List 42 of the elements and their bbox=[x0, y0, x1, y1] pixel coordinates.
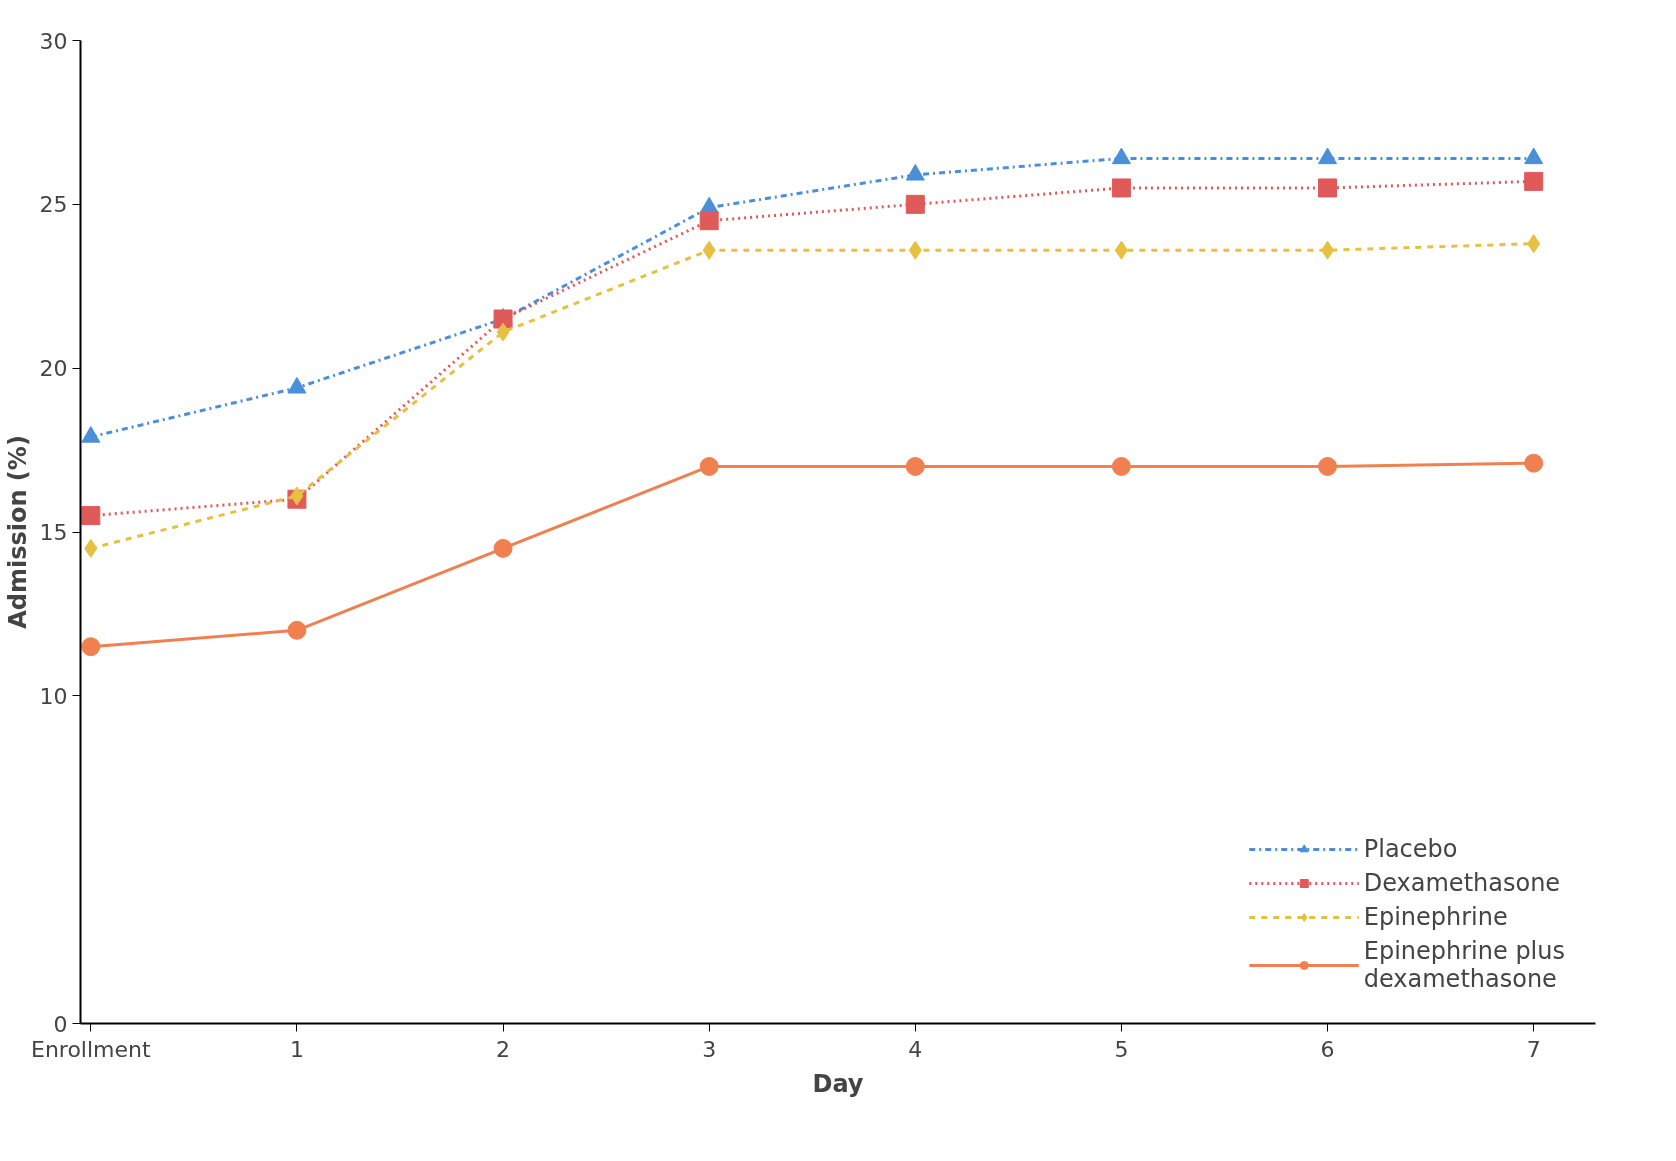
y-tick-label: 20 bbox=[39, 356, 68, 382]
point bbox=[81, 506, 101, 526]
point bbox=[1527, 234, 1541, 254]
point bbox=[1114, 240, 1128, 260]
x-tick-label: 7 bbox=[1526, 1036, 1541, 1062]
legend-label: Epinephrine bbox=[1363, 903, 1508, 931]
point bbox=[1318, 456, 1338, 476]
y-tick-label: 0 bbox=[53, 1011, 68, 1037]
y-tick-label: 30 bbox=[39, 28, 68, 54]
y-tick-label: 10 bbox=[39, 683, 68, 709]
legend-label: Dexamethasone bbox=[1363, 869, 1561, 897]
point bbox=[699, 456, 719, 476]
x-axis-title: Day bbox=[812, 1069, 864, 1098]
point bbox=[1524, 171, 1544, 191]
point bbox=[908, 240, 922, 260]
x-tick-label: 2 bbox=[496, 1036, 511, 1062]
legend-label: Epinephrine plus dexamethasone bbox=[1363, 937, 1565, 993]
point bbox=[1111, 178, 1131, 198]
point bbox=[702, 240, 716, 260]
y-axis-title: Admission (%) bbox=[3, 435, 32, 629]
x-tick-label: 5 bbox=[1114, 1036, 1129, 1062]
point bbox=[1321, 240, 1335, 260]
point bbox=[1524, 453, 1544, 473]
y-tick-label: 25 bbox=[39, 192, 68, 218]
legend-label: Placebo bbox=[1363, 835, 1458, 863]
x-tick-label: 3 bbox=[702, 1036, 717, 1062]
x-tick-label: Enrollment bbox=[30, 1036, 151, 1062]
point bbox=[905, 456, 925, 476]
x-tick-label: 6 bbox=[1320, 1036, 1335, 1062]
x-tick-label: 4 bbox=[908, 1036, 923, 1062]
point bbox=[905, 194, 925, 214]
point bbox=[493, 538, 513, 558]
point bbox=[1318, 178, 1338, 198]
point bbox=[84, 538, 98, 558]
point bbox=[699, 211, 719, 231]
point bbox=[1111, 456, 1131, 476]
point bbox=[496, 322, 510, 342]
point bbox=[81, 637, 101, 657]
point bbox=[493, 309, 513, 329]
x-tick-label: 1 bbox=[289, 1036, 304, 1062]
point bbox=[287, 620, 307, 640]
y-tick-label: 15 bbox=[39, 520, 68, 545]
